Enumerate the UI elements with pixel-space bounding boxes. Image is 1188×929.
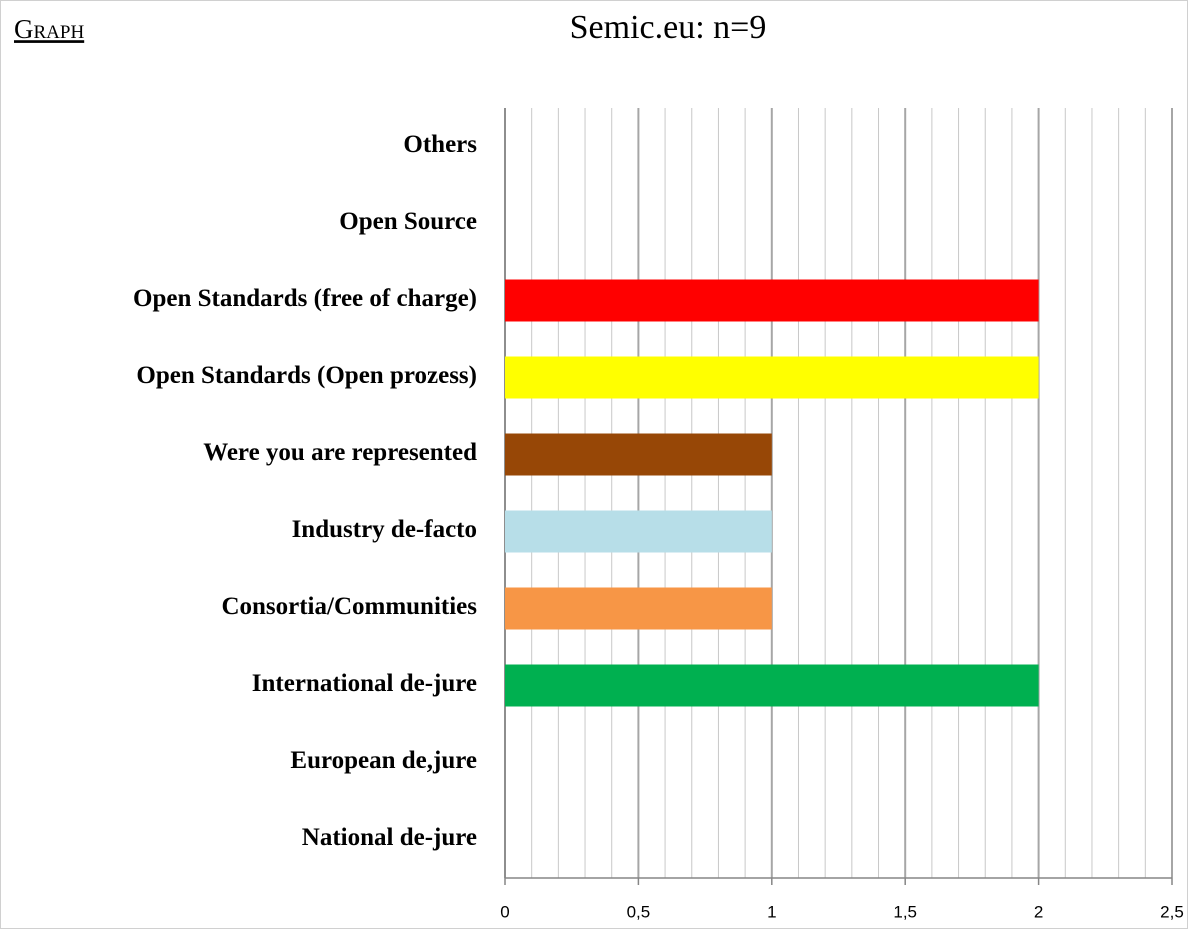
x-tick-label: 1 xyxy=(767,902,776,921)
y-tick-label: International de-jure xyxy=(252,670,477,697)
y-tick-label: European de,jure xyxy=(290,747,477,774)
y-tick-label: Consortia/Communities xyxy=(221,593,477,620)
y-tick-label: National de-jure xyxy=(302,824,477,851)
x-tick-label: 1,5 xyxy=(893,902,917,921)
header: Graph xyxy=(14,14,84,44)
y-tick-label: Open Source xyxy=(339,208,477,235)
y-tick-label: Industry de-facto xyxy=(292,516,477,543)
bar xyxy=(505,587,772,630)
y-tick-label: Were you are represented xyxy=(203,439,477,466)
x-tick-label: 2 xyxy=(1034,902,1043,921)
y-tick-label: Open Standards (Open prozess) xyxy=(136,362,477,389)
bar xyxy=(505,356,1039,399)
bar xyxy=(505,510,772,553)
bar xyxy=(505,433,772,476)
x-tick-label: 0 xyxy=(500,902,509,921)
bar xyxy=(505,279,1039,322)
x-tick-label: 0,5 xyxy=(627,902,651,921)
bar xyxy=(505,664,1039,707)
chart-title: Semic.eu: n=9 xyxy=(570,9,767,46)
x-tick-label: 2,5 xyxy=(1160,902,1184,921)
y-tick-label: Others xyxy=(403,131,477,158)
y-tick-label: Open Standards (free of charge) xyxy=(133,285,477,312)
